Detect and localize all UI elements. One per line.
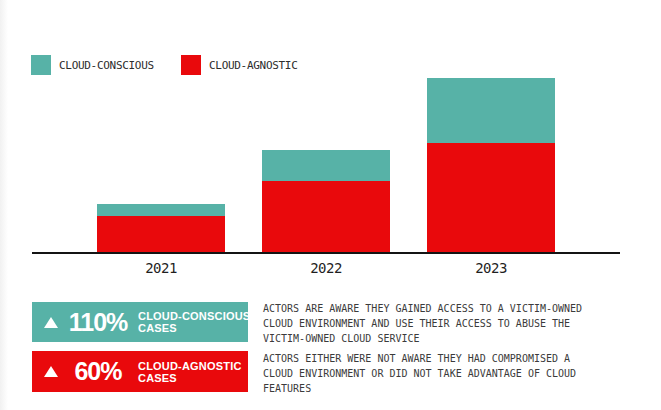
callout-label: CLOUD-CONSCIOUS CASES <box>138 310 250 334</box>
callout-description-cloud-agnostic: ACTORS EITHER WERE NOT AWARE THEY HAD CO… <box>263 351 593 396</box>
x-axis-label-2022: 2022 <box>262 260 390 276</box>
callout-badge-cloud-conscious: 110% CLOUD-CONSCIOUS CASES <box>32 302 248 342</box>
bar-segment-cloud-agnostic-2022 <box>262 181 390 252</box>
callout-badge-cloud-agnostic: 60% CLOUD-AGNOSTIC CASES <box>32 351 248 392</box>
callout-percent: 110% <box>68 308 128 337</box>
stacked-bar-chart-figure: CLOUD-CONSCIOUS CLOUD-AGNOSTIC 202120222… <box>0 0 661 410</box>
increase-triangle-icon <box>44 366 58 377</box>
bar-segment-cloud-agnostic-2021 <box>97 216 225 252</box>
x-axis-label-2021: 2021 <box>97 260 225 276</box>
bar-segment-cloud-conscious-2023 <box>427 78 555 143</box>
callout-percent: 60% <box>68 357 128 386</box>
callout-label: CLOUD-AGNOSTIC CASES <box>138 360 242 384</box>
plot-area: 202120222023 <box>0 0 661 252</box>
x-axis-label-2023: 2023 <box>427 260 555 276</box>
x-axis-line <box>32 252 620 254</box>
bar-segment-cloud-agnostic-2023 <box>427 143 555 252</box>
increase-triangle-icon <box>44 317 58 328</box>
bar-segment-cloud-conscious-2021 <box>97 204 225 216</box>
bar-segment-cloud-conscious-2022 <box>262 150 390 181</box>
callout-description-cloud-conscious: ACTORS ARE AWARE THEY GAINED ACCESS TO A… <box>263 301 593 346</box>
